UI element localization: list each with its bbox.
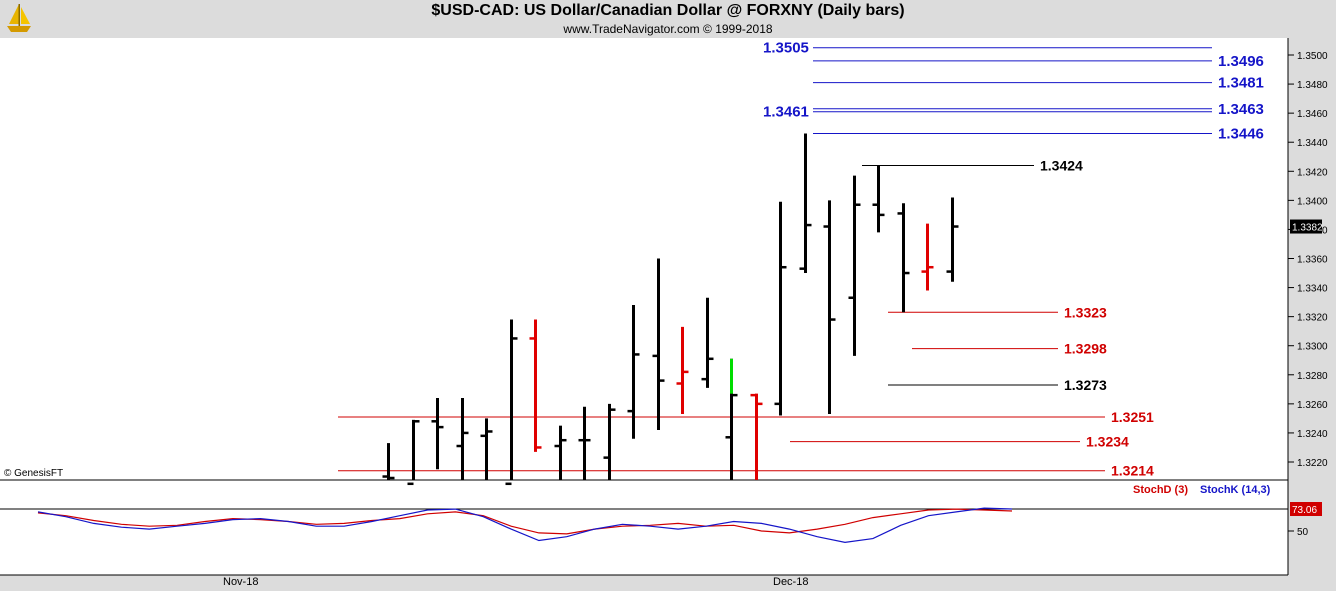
price-tick-label: 1.3240 bbox=[1297, 429, 1328, 440]
stochd-legend-label: StochD (3) bbox=[1133, 484, 1188, 496]
price-tick-label: 1.3440 bbox=[1297, 138, 1328, 149]
price-tick-label: 1.3420 bbox=[1297, 167, 1328, 178]
price-tick-label: 1.3400 bbox=[1297, 196, 1328, 207]
level-label: 1.3505 bbox=[763, 40, 809, 57]
price-tick-label: 1.3360 bbox=[1297, 255, 1328, 266]
level-label: 1.3251 bbox=[1111, 409, 1154, 425]
price-tick-label: 1.3340 bbox=[1297, 284, 1328, 295]
level-label: 1.3323 bbox=[1064, 304, 1107, 320]
x-tick-label-dec: Dec-18 bbox=[773, 576, 809, 588]
chart-header bbox=[0, 0, 1336, 38]
sailboat-logo-icon bbox=[7, 4, 31, 32]
date-axis-panel bbox=[0, 575, 1288, 591]
osc-tick-label: 50 bbox=[1297, 527, 1309, 538]
osc-last-value-box bbox=[1290, 502, 1322, 516]
price-axis-panel bbox=[1288, 38, 1336, 591]
level-label: 1.3424 bbox=[1040, 157, 1083, 173]
level-label: 1.3214 bbox=[1111, 463, 1154, 479]
price-tick-label: 1.3300 bbox=[1297, 342, 1328, 353]
level-label: 1.3446 bbox=[1218, 125, 1264, 142]
stochk-legend-label: StochK (14,3) bbox=[1200, 484, 1271, 496]
stochk-line bbox=[37, 507, 1013, 544]
chart-subtitle: www.TradeNavigator.com © 1999-2018 bbox=[563, 22, 773, 36]
price-tick-label: 1.3480 bbox=[1297, 80, 1328, 91]
price-tick-label: 1.3260 bbox=[1297, 400, 1328, 411]
price-tick-label: 1.3460 bbox=[1297, 109, 1328, 120]
price-tick-label: 1.3280 bbox=[1297, 371, 1328, 382]
level-label: 1.3463 bbox=[1218, 101, 1264, 118]
level-label: 1.3298 bbox=[1064, 341, 1107, 357]
level-label: 1.3481 bbox=[1218, 75, 1264, 92]
price-tick-label: 1.3320 bbox=[1297, 313, 1328, 324]
x-tick-label-nov: Nov-18 bbox=[223, 576, 259, 588]
last-price-box bbox=[1290, 219, 1322, 234]
level-label: 1.3496 bbox=[1218, 53, 1264, 70]
price-tick-label: 1.3500 bbox=[1297, 51, 1328, 62]
chart-title: $USD-CAD: US Dollar/Canadian Dollar @ FO… bbox=[431, 2, 905, 19]
last-price-label: 1.3382 bbox=[1292, 223, 1323, 234]
price-tick-label: 1.3220 bbox=[1297, 458, 1328, 469]
osc-last-value-label: 73.06 bbox=[1292, 505, 1317, 516]
stochd-line bbox=[37, 508, 1013, 535]
copyright-note: © GenesisFT bbox=[4, 468, 64, 479]
level-label: 1.3461 bbox=[763, 104, 809, 121]
level-label: 1.3234 bbox=[1086, 434, 1129, 450]
level-label: 1.3273 bbox=[1064, 377, 1107, 393]
